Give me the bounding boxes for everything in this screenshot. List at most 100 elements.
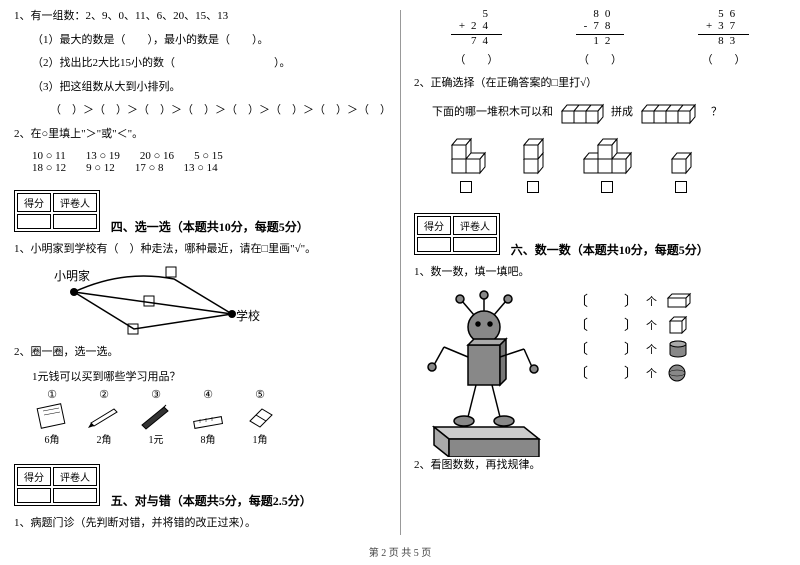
q2-row2: 18 ○ 12 9 ○ 12 17 ○ 8 13 ○ 14 xyxy=(32,162,386,174)
sec4-q1: 1、小明家到学校有（ ）种走法，哪种最近，请在□里画"√"。 xyxy=(14,241,386,259)
sec4-q2b: 1元钱可以买到哪些学习用品？ xyxy=(32,368,386,384)
unit-3: 个 xyxy=(646,341,657,357)
q1-sub1: （1）最大的数是（ ），最小的数是（ ）。 xyxy=(32,32,386,50)
score-c1b: 得分 xyxy=(17,467,51,486)
q1-sub3b: （ ）＞（ ）＞（ ）＞（ ）＞（ ）＞（ ）＞（ ）＞（ ） xyxy=(50,102,386,120)
q1-stem: 1、有一组数：2、9、0、11、6、20、15、13 xyxy=(14,8,386,26)
section4-title: 四、选一选（本题共10分，每题5分） xyxy=(111,218,309,235)
page-footer: 第 2 页 共 5 页 xyxy=(0,544,800,559)
prob-2: 80 -78 12 （ ） xyxy=(576,8,625,67)
q2-r1-0: 10 ○ 11 xyxy=(32,150,66,162)
score-rc2: 评卷人 xyxy=(453,216,497,235)
score-c2b: 评卷人 xyxy=(53,467,97,486)
supply-2-num: ② xyxy=(99,388,109,401)
right-column: 5 +24 74 （ ） 80 -78 12 （ ） 56 +37 83 （ ） xyxy=(400,0,800,540)
p3-b: 37 xyxy=(718,20,741,32)
cylinder-icon xyxy=(665,340,693,358)
q2-r2-3: 13 ○ 14 xyxy=(183,162,217,174)
count-table: 〔〕个 〔〕个 〔〕个 〔〕个 xyxy=(574,287,693,387)
supply-2-price: 2角 xyxy=(97,431,112,446)
robot-figure-icon xyxy=(414,287,554,457)
q2b-pre: 下面的哪一堆积木可以和 xyxy=(432,104,553,122)
score-box-left-2: 得分评卷人 xyxy=(14,464,100,506)
checkbox-2[interactable] xyxy=(527,181,539,193)
q2-r1-2: 20 ○ 16 xyxy=(140,150,174,162)
supply-1: ① 6角 xyxy=(34,388,70,446)
q2-stem: 2、在○里填上"＞"或"＜"。 xyxy=(14,126,386,144)
p1-a: 5 xyxy=(451,8,502,20)
p2-b: 78 xyxy=(593,20,616,32)
q2-r2-1: 9 ○ 12 xyxy=(86,162,115,174)
pen-icon xyxy=(138,401,174,431)
checkbox-3[interactable] xyxy=(601,181,613,193)
section6-title: 六、数一数（本题共10分，每题5分） xyxy=(511,241,709,258)
p1-b: 24 xyxy=(471,20,494,32)
block-opt-3-icon xyxy=(578,137,636,177)
supply-1-price: 6角 xyxy=(45,431,60,446)
p2-op: - xyxy=(584,20,594,32)
column-divider xyxy=(400,10,401,535)
supply-1-num: ① xyxy=(47,388,57,401)
checkbox-4[interactable] xyxy=(675,181,687,193)
block-opt-1-icon xyxy=(444,137,488,177)
score-c2: 评卷人 xyxy=(53,193,97,212)
sec6-q2: 2、看图数数，再找规律。 xyxy=(414,457,786,475)
p3-paren: （ ） xyxy=(698,51,749,67)
arithmetic-row: 5 +24 74 （ ） 80 -78 12 （ ） 56 +37 83 （ ） xyxy=(414,8,786,67)
q2-r1-1: 13 ○ 19 xyxy=(86,150,120,162)
p2-r: 12 xyxy=(576,35,625,47)
supply-5: ⑤ 1角 xyxy=(242,388,278,446)
q2-row1: 10 ○ 11 13 ○ 19 20 ○ 16 5 ○ 15 xyxy=(32,150,386,162)
p2-a: 80 xyxy=(576,8,625,20)
q2b-end: ？ xyxy=(711,104,722,122)
p1-r: 74 xyxy=(451,35,502,47)
blocks-target-1-icon xyxy=(557,99,607,127)
score-box-left-1: 得分评卷人 xyxy=(14,190,100,232)
score-c1: 得分 xyxy=(17,193,51,212)
supply-4: ④ 8角 xyxy=(190,388,226,446)
eraser-icon xyxy=(242,401,278,431)
q2-r2-0: 18 ○ 12 xyxy=(32,162,66,174)
r-q2b: 下面的哪一堆积木可以和 拼成 ？ xyxy=(432,99,786,127)
notebook-icon xyxy=(34,401,70,431)
blocks-target-2-icon xyxy=(637,99,707,127)
blocks-options xyxy=(444,137,786,193)
sec6-q1: 1、数一数，填一填吧。 xyxy=(414,264,786,282)
supplies-row: ① 6角 ② 2角 ③ 1元 ④ 8角 ⑤ 1角 xyxy=(34,388,386,446)
sphere-icon xyxy=(665,364,693,382)
p3-r: 83 xyxy=(698,35,749,47)
pencil-icon xyxy=(86,401,122,431)
sec5-q1: 1、病题门诊（先判断对错，并将错的改正过来）。 xyxy=(14,515,386,533)
block-opt-4 xyxy=(666,147,696,193)
cube-icon xyxy=(665,316,693,334)
left-column: 1、有一组数：2、9、0、11、6、20、15、13 （1）最大的数是（ ），最… xyxy=(0,0,400,540)
supply-3: ③ 1元 xyxy=(138,388,174,446)
q1-sub3: （3）把这组数从大到小排列。 xyxy=(32,79,386,97)
map-school-label: 学校 xyxy=(236,308,260,323)
supply-2: ② 2角 xyxy=(86,388,122,446)
prob-1: 5 +24 74 （ ） xyxy=(451,8,502,67)
checkbox-1[interactable] xyxy=(460,181,472,193)
unit-1: 个 xyxy=(646,293,657,309)
block-opt-4-icon xyxy=(666,147,696,177)
block-opt-3 xyxy=(578,137,636,193)
p1-paren: （ ） xyxy=(451,51,502,67)
q1-sub2: （2）找出比2大比15小的数（ ）。 xyxy=(32,55,386,73)
q2-r2-2: 17 ○ 8 xyxy=(135,162,164,174)
section5-title: 五、对与错（本题共5分，每题2.5分） xyxy=(111,492,312,509)
supply-3-price: 1元 xyxy=(149,431,164,446)
cuboid-icon xyxy=(665,292,693,310)
sec4-q2: 2、圈一圈，选一选。 xyxy=(14,344,386,362)
p2-paren: （ ） xyxy=(576,51,625,67)
score-rc1: 得分 xyxy=(417,216,451,235)
block-opt-2-icon xyxy=(518,137,548,177)
ruler-icon xyxy=(190,401,226,431)
p1-op: + xyxy=(459,20,471,32)
prob-3: 56 +37 83 （ ） xyxy=(698,8,749,67)
supply-4-num: ④ xyxy=(203,388,213,401)
block-opt-2 xyxy=(518,137,548,193)
map-home-label: 小明家 xyxy=(54,268,90,283)
supply-5-price: 1角 xyxy=(253,431,268,446)
unit-2: 个 xyxy=(646,317,657,333)
supply-5-num: ⑤ xyxy=(255,388,265,401)
